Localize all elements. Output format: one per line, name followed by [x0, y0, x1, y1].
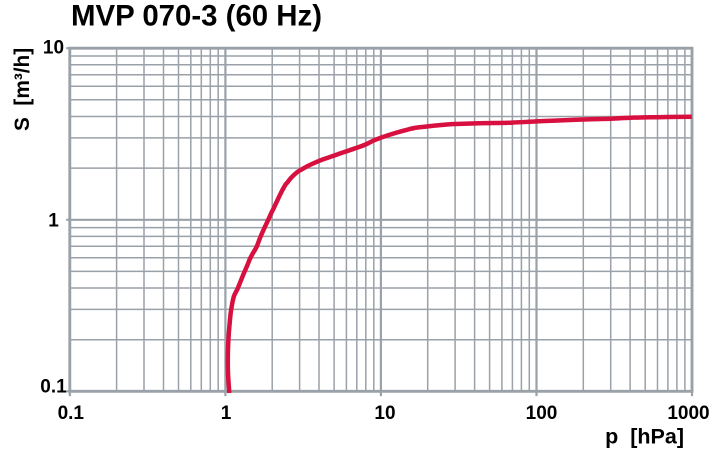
- svg-text:S [m³/h]: S [m³/h]: [11, 48, 34, 131]
- svg-text:0.1: 0.1: [58, 403, 85, 424]
- svg-text:10: 10: [374, 403, 395, 424]
- svg-text:1: 1: [48, 210, 59, 231]
- svg-text:p [hPa]: p [hPa]: [605, 425, 684, 449]
- svg-text:1000: 1000: [667, 403, 709, 424]
- svg-text:0.1: 0.1: [40, 377, 67, 398]
- svg-text:10: 10: [43, 37, 64, 58]
- svg-text:100: 100: [526, 403, 558, 424]
- svg-text:MVP 070-3 (60 Hz): MVP 070-3 (60 Hz): [71, 0, 322, 33]
- svg-text:1: 1: [221, 403, 232, 424]
